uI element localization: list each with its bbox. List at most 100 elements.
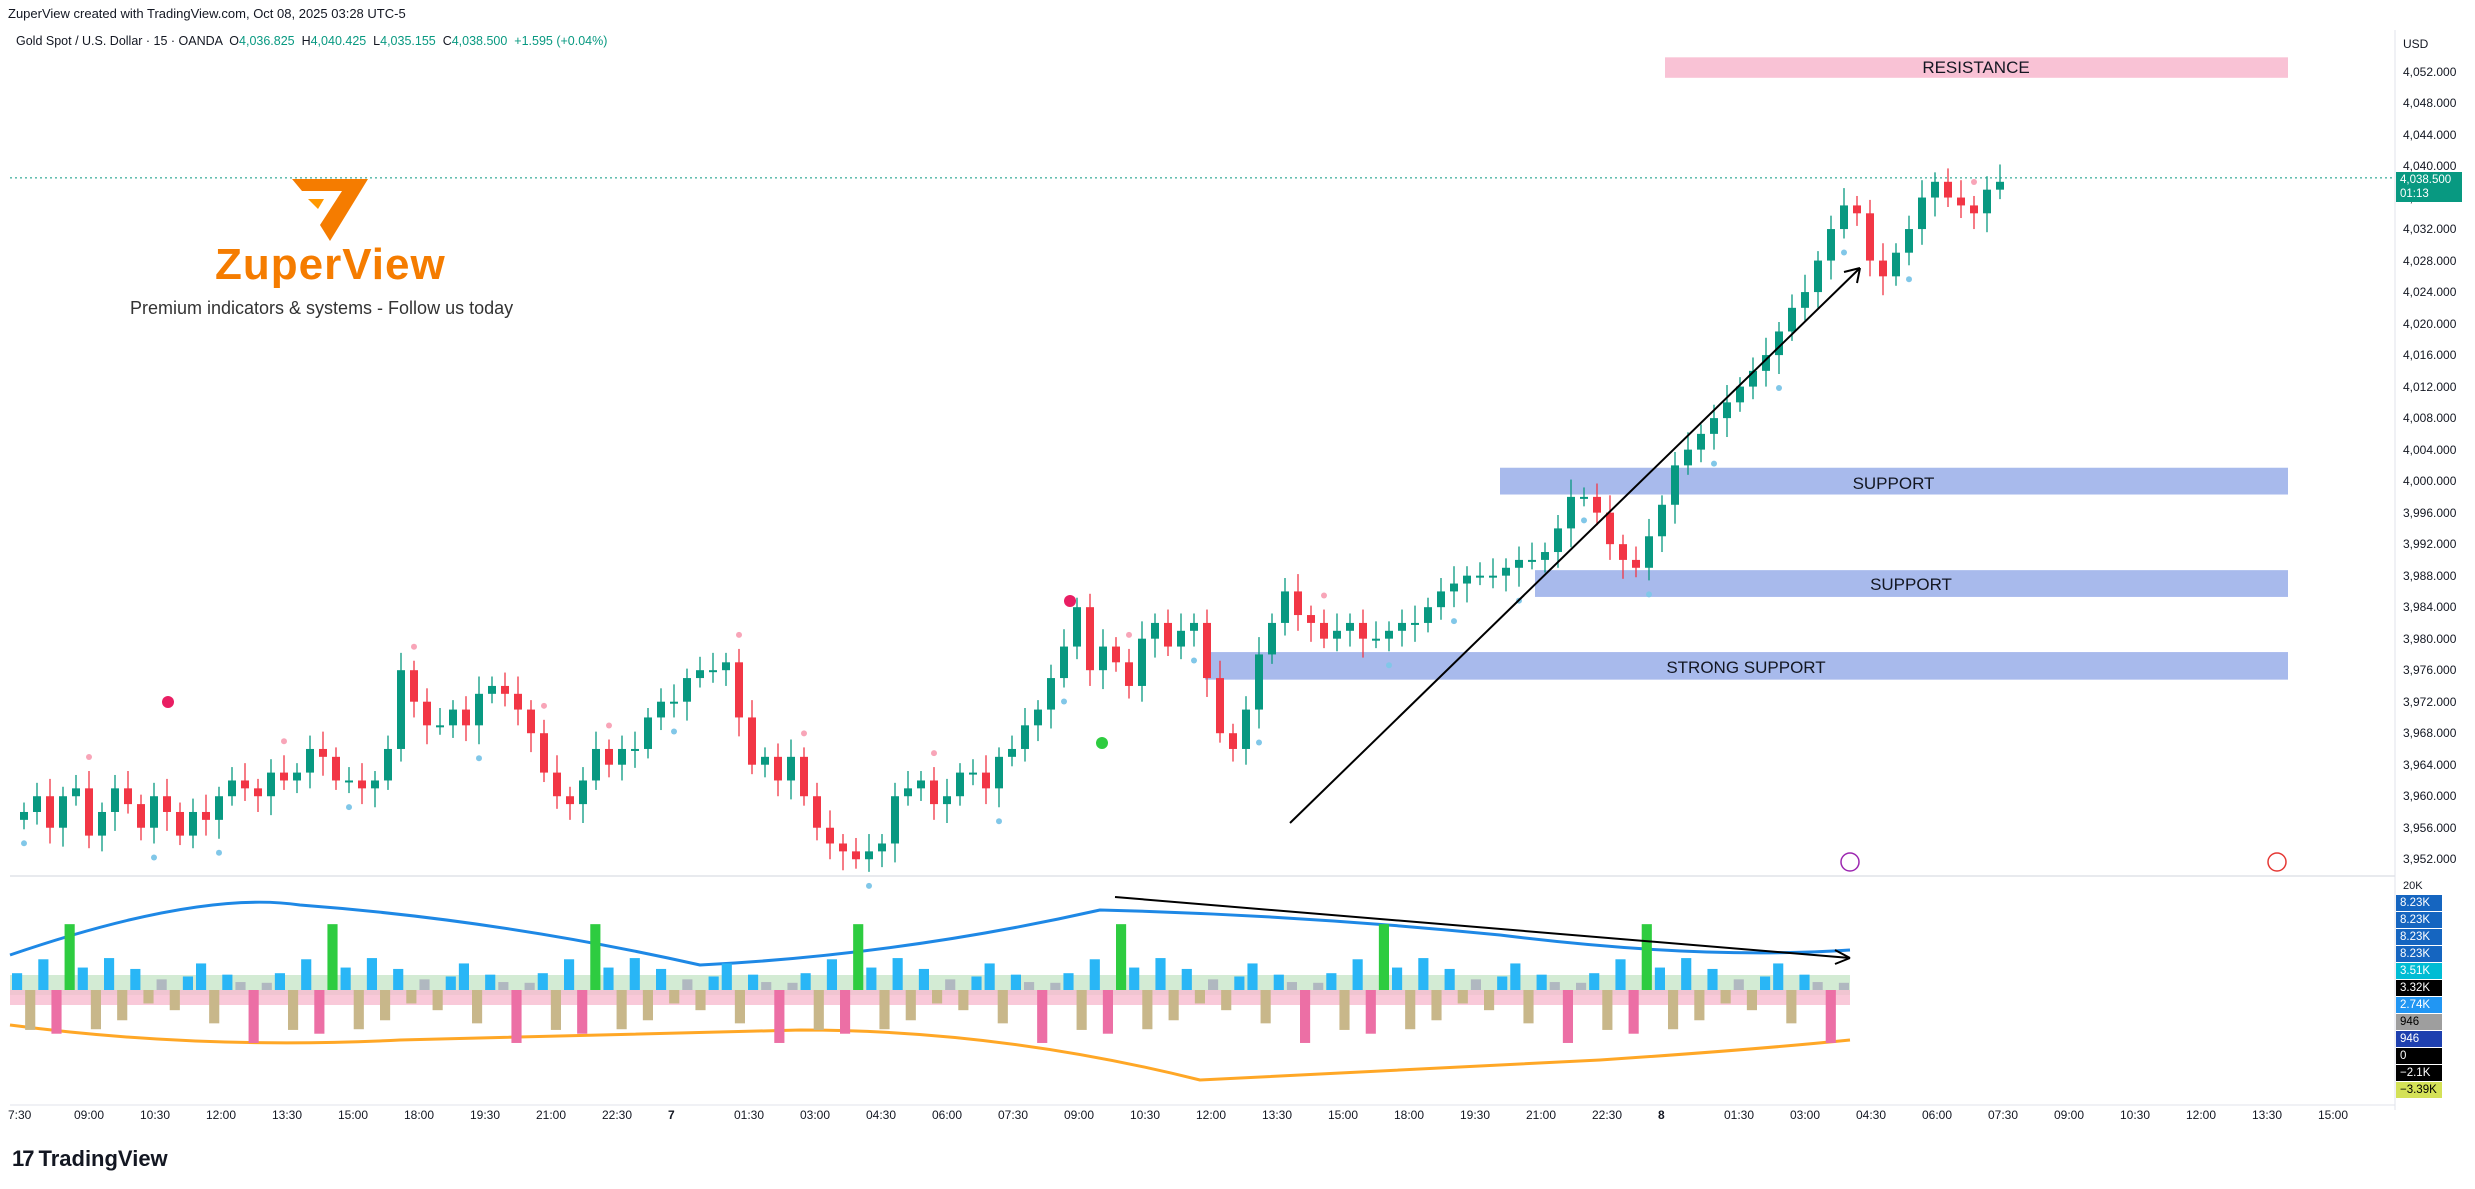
candle-body [878,843,886,852]
candle-body [1333,630,1341,639]
volume-bar [1326,973,1337,990]
price-tick: 4,024.000 [2403,285,2457,300]
volume-bar [196,963,207,990]
candle-body [1060,646,1068,679]
volume-bar [261,982,272,990]
volume-bar [485,974,496,990]
volume-value-tag: 3.51K [2396,963,2442,979]
candle-body [371,780,379,789]
volume-bar [932,990,943,1004]
candle-body [462,709,470,726]
resistance-dot [736,631,742,638]
candle-body [1931,181,1939,198]
volume-bar [288,990,299,1030]
candle-body [1606,512,1614,545]
candle-body [1827,229,1835,261]
candle-body [1619,544,1627,560]
volume-bar [1523,990,1534,1024]
symbol-name[interactable]: Gold Spot / U.S. Dollar · 15 · OANDA [16,34,223,48]
time-tick: 12:00 [2186,1108,2217,1122]
volume-bar [1746,990,1757,1011]
candle-body [813,796,821,828]
price-tick: 4,004.000 [2403,442,2457,457]
time-tick: 7 [668,1108,675,1122]
candle-body [20,811,28,820]
volume-bar [419,979,430,990]
support-dot [216,849,222,856]
candle-body [1008,748,1016,757]
candle-body [1073,607,1081,647]
candle-body [566,796,574,805]
candle-body [1229,733,1237,749]
resistance-dot [1126,631,1132,638]
volume-value-tag: 8.23K [2396,929,2442,945]
currency-label[interactable]: USD [2403,37,2429,51]
zuperview-logo-icon [292,179,368,241]
support-dot [346,804,352,811]
tradingview-wordmark: TradingView [38,1146,168,1171]
support-zone-2 [1535,570,2288,597]
volume-bar [656,968,667,990]
candle-body [1541,552,1549,560]
time-tick: 15:00 [2318,1108,2349,1122]
volume-bar [642,990,653,1021]
candle-body [1762,355,1770,371]
time-tick: 07:30 [1988,1108,2019,1122]
candle-body [1658,504,1666,537]
time-tick: 13:30 [1262,1108,1293,1122]
candle-body [215,796,223,820]
volume-negative-cloud [10,990,1850,1005]
candle-body [176,811,184,836]
price-tick: 4,028.000 [2403,253,2457,268]
volume-value-tag: 8.23K [2396,912,2442,928]
volume-bar [235,982,246,990]
support-label-1: SUPPORT [1852,474,1935,493]
volume-bar [1786,990,1797,1024]
support-dot [1841,249,1847,256]
volume-value-tag: 946 [2396,1031,2442,1047]
volume-bar [1300,990,1311,1043]
volume-bar [1707,968,1718,990]
candle-body [670,701,678,704]
candle-body [1307,615,1315,623]
candle-body [722,662,730,671]
candle-body [1983,189,1991,214]
time-tick: 8 [1658,1108,1665,1122]
candle-body [1489,575,1497,578]
volume-bar [182,976,193,990]
time-tick: 04:30 [866,1108,897,1122]
candle-body [1047,678,1055,710]
volume-bar [472,990,483,1024]
candle-body [1164,622,1172,647]
candle-body [1723,402,1731,419]
volume-bar [77,967,88,990]
candle-body [1411,622,1419,625]
candle-body [1580,496,1588,499]
strong-support-zone [1205,652,2288,680]
candle-body [1775,331,1783,356]
sell-signal-marker [1064,595,1076,607]
candle-body [1021,725,1029,749]
time-tick: 09:00 [2054,1108,2085,1122]
candle-body [1268,622,1276,655]
candle-body [774,756,782,781]
volume-value-tag: −2.1K [2396,1065,2442,1081]
volume-bar [1116,924,1127,990]
volume-bar [866,967,877,990]
volume-bar [301,959,312,990]
candle-body [1203,622,1211,679]
time-tick: 06:00 [932,1108,963,1122]
volume-bar [38,959,49,990]
time-tick: 19:30 [1460,1108,1491,1122]
volume-bar [945,979,956,990]
volume-bar [353,990,364,1030]
volume-bar [1720,990,1731,1004]
tradingview-logo[interactable]: 17 TradingView [12,1146,168,1172]
support-dot [866,882,872,889]
candle-body [1320,622,1328,639]
time-tick: 7:30 [8,1108,32,1122]
candle-body [1671,465,1679,505]
price-tick: 3,960.000 [2403,789,2457,804]
resistance-zone [1665,57,2288,78]
